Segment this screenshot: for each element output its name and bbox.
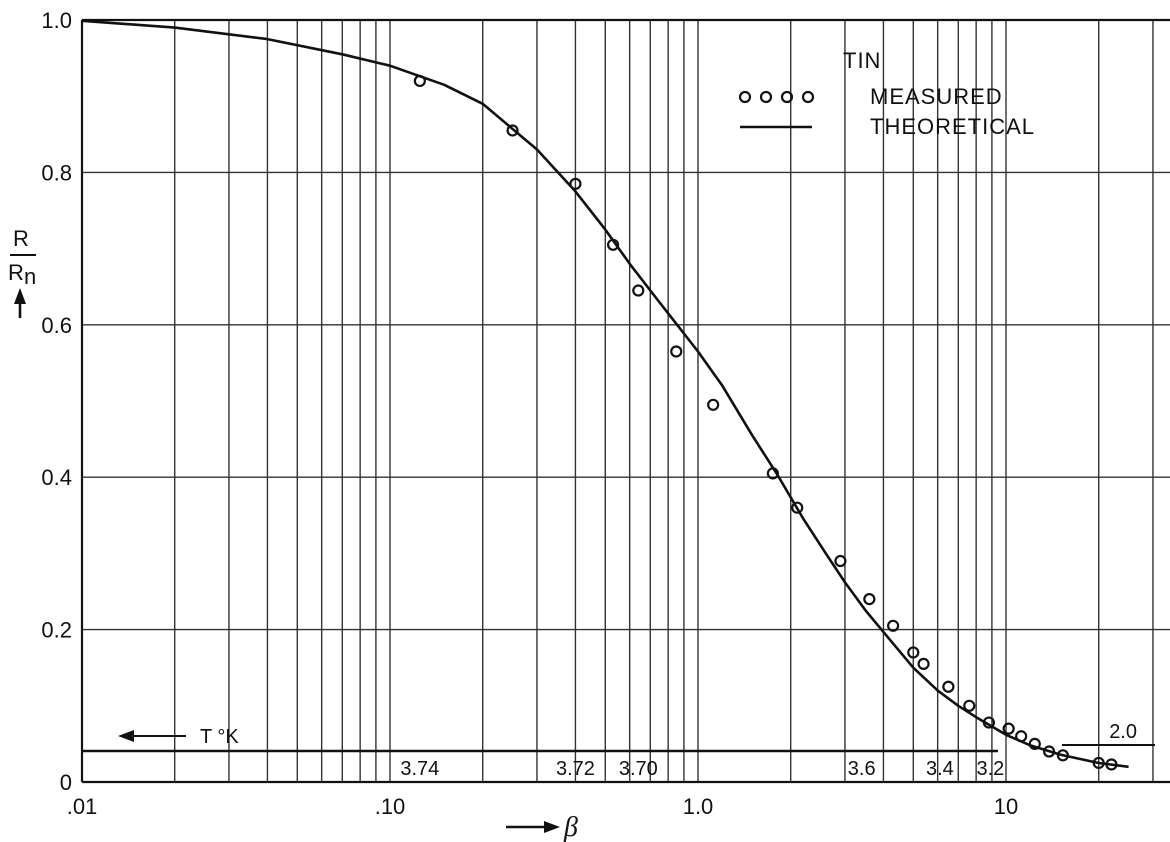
legend: TIN MEASURED THEORETICAL: [738, 48, 1035, 139]
temperature-tick-label: 3.2: [977, 758, 1005, 780]
measured-point: [1015, 730, 1028, 743]
measured-point: [863, 593, 876, 606]
measured-point: [917, 657, 930, 670]
temperature-tick-label: 3.74: [400, 758, 439, 780]
axes: 0 0.2 0.4 0.6 0.8 1.0 .01 .10 1.0 10: [41, 8, 1170, 819]
grid: [82, 20, 1170, 782]
measured-point: [707, 398, 720, 411]
measured-point: [766, 467, 779, 480]
measured-point: [791, 501, 804, 514]
y-label-subscript: n: [24, 264, 36, 289]
theoretical-curve: [81, 19, 1129, 769]
y-label-denominator: R: [8, 260, 24, 285]
x-tick-label: .10: [375, 794, 406, 819]
legend-marker-circle: [801, 90, 815, 104]
temperature-scale: T °K 3.74 3.72 3.70 3.6 3.4 3.2 2.0: [82, 721, 1155, 780]
legend-title: TIN: [843, 48, 881, 73]
measured-point: [506, 124, 519, 137]
legend-marker-circle: [780, 90, 794, 104]
y-tick-label: 0.6: [41, 313, 72, 338]
y-label-arrow-icon: [14, 288, 26, 304]
y-tick-label: 1.0: [41, 8, 72, 33]
temperature-tick-label: 3.4: [926, 758, 954, 780]
measured-point: [963, 699, 976, 712]
legend-label-measured: MEASURED: [870, 84, 1003, 109]
temperature-tick-label: 3.70: [619, 758, 658, 780]
measured-point: [670, 345, 683, 358]
measured-point: [1092, 756, 1105, 770]
y-tick-label: 0: [60, 770, 72, 795]
measured-point: [982, 716, 996, 729]
temperature-tick-label: 3.6: [848, 758, 876, 780]
x-axis-label: β: [563, 812, 578, 842]
temperature-tick-label: 3.72: [556, 758, 595, 780]
temperature-axis-label: T °K: [200, 726, 239, 748]
measured-point: [887, 619, 900, 632]
legend-label-theoretical: THEORETICAL: [870, 114, 1035, 139]
legend-marker-circle: [759, 90, 773, 104]
measured-point: [1002, 722, 1015, 735]
x-label-arrow-icon: [544, 821, 560, 833]
plot-area: [81, 19, 1129, 771]
measured-point: [907, 646, 920, 659]
y-tick-label: 0.8: [41, 160, 72, 185]
legend-marker-circle: [738, 90, 752, 104]
measured-point: [606, 238, 620, 251]
measured-point: [1056, 749, 1069, 762]
measured-point: [569, 177, 582, 190]
measured-point: [834, 554, 847, 568]
temperature-arrow-icon: [118, 730, 134, 742]
measured-point: [1105, 758, 1118, 771]
measured-point: [632, 284, 645, 297]
x-tick-label: 1.0: [683, 794, 714, 819]
y-label-numerator: R: [13, 226, 29, 251]
measured-point: [942, 680, 955, 693]
y-tick-label: 0.4: [41, 465, 72, 490]
y-tick-label: 0.2: [41, 618, 72, 643]
measured-point: [1042, 745, 1056, 758]
measured-point: [413, 74, 426, 88]
x-tick-label: 10: [994, 794, 1018, 819]
measured-point: [1028, 737, 1041, 751]
temperature-tick-label: 2.0: [1109, 721, 1137, 743]
x-tick-label: .01: [67, 794, 98, 819]
axis-labels: RR n β: [8, 226, 578, 842]
